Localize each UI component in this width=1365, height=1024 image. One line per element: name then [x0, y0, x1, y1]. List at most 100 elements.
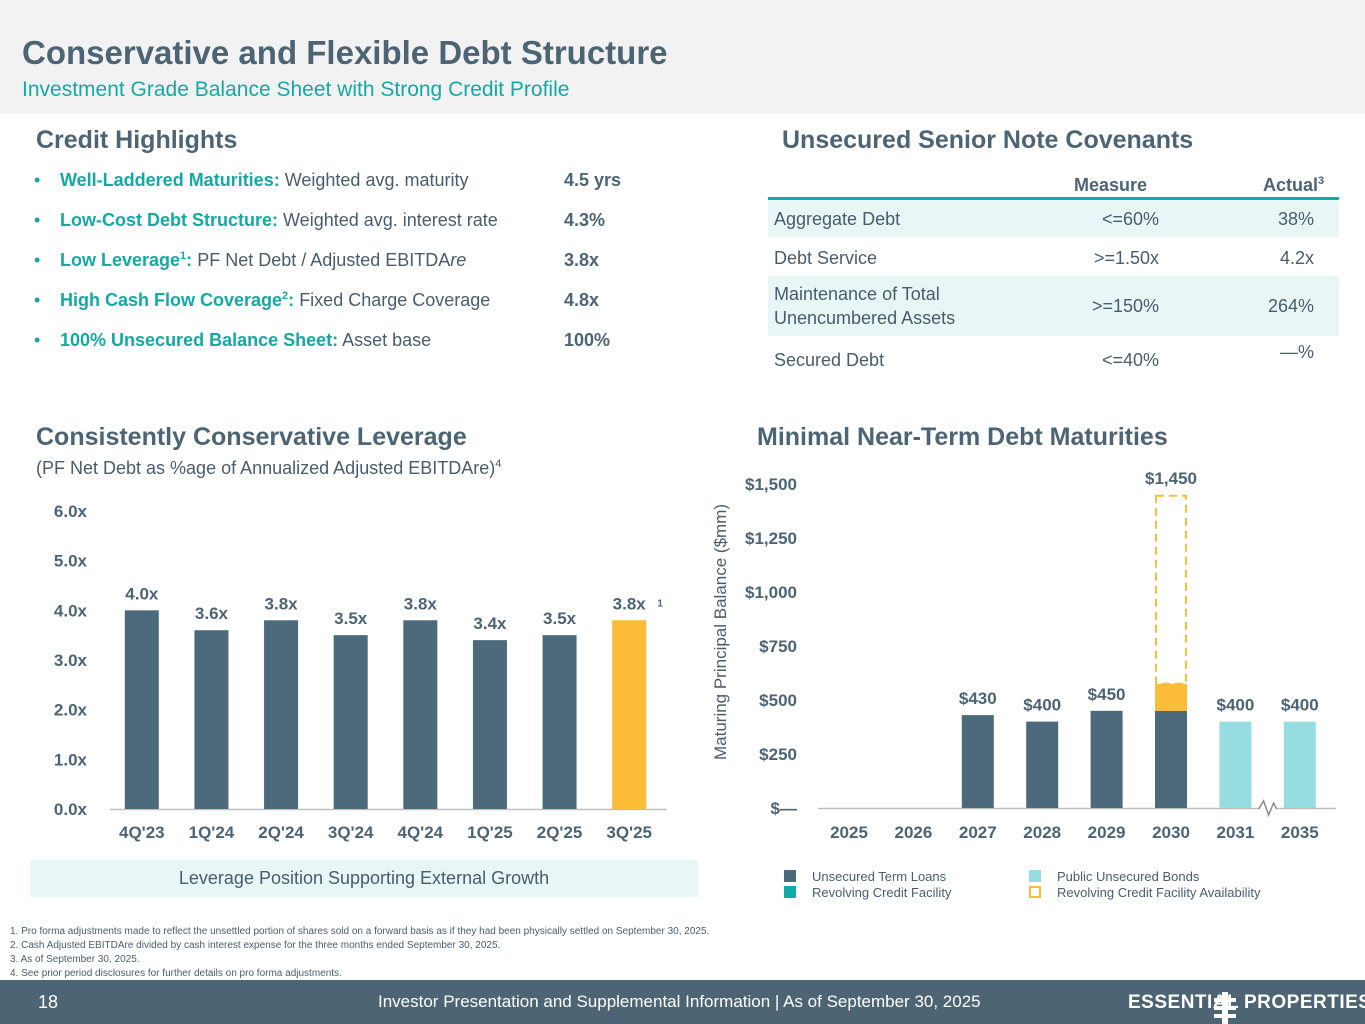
highlight-item: • Low Leverage1: PF Net Debt / Adjusted E… — [34, 250, 674, 274]
x-category-label: 3Q'25 — [606, 823, 652, 842]
y-tick-label: 5.0x — [54, 552, 88, 571]
bullet-icon: • — [34, 250, 41, 270]
highlight-item: • High Cash Flow Coverage2: Fixed Charge … — [34, 290, 674, 314]
footnote-line: 4. See prior period disclosures for furt… — [10, 968, 342, 979]
highlight-text: 100% Unsecured Balance Sheet: Asset base — [60, 330, 431, 351]
highlight-key: 100% Unsecured Balance Sheet: — [60, 330, 339, 350]
maturities-title: Minimal Near-Term Debt Maturities — [757, 423, 1168, 451]
y-tick-label: 3.0x — [54, 651, 88, 670]
covenant-measure: >=1.50x — [1093, 248, 1159, 268]
highlight-value: 100% — [564, 330, 611, 350]
leverage-subtitle: (PF Net Debt as %age of Annualized Adjus… — [36, 458, 502, 478]
x-category-label: 1Q'24 — [189, 823, 235, 842]
covenant-actual: 4.2x — [1279, 248, 1314, 268]
covenants-header-rule — [768, 197, 1339, 200]
leverage-bar — [264, 620, 299, 809]
x-category-label: 1Q'25 — [467, 823, 513, 842]
leverage-growth-note: Leverage Position Supporting External Gr… — [30, 860, 698, 897]
bullet-icon: • — [34, 170, 41, 190]
y-tick-label: 2.0x — [54, 701, 88, 720]
legend-label: Revolving Credit Facility — [812, 885, 952, 900]
highlight-desc: Weighted avg. interest rate — [283, 210, 498, 230]
footnote-line: 2. Cash Adjusted EBITDAre divided by cas… — [10, 940, 501, 951]
covenant-actual: 264% — [1267, 296, 1314, 316]
covenant-label: Secured Debt — [774, 350, 885, 370]
covenant-measure: <=60% — [1101, 208, 1159, 229]
covenant-measure: <=40% — [1101, 350, 1159, 370]
credit-highlights-title: Credit Highlights — [36, 126, 238, 154]
y-tick-label: 6.0x — [54, 502, 88, 521]
x-category-label: 2Q'24 — [258, 823, 304, 842]
highlight-value: 4.5 yrs — [564, 170, 622, 190]
highlight-desc: Fixed Charge Coverage — [299, 290, 491, 310]
legend-swatch — [1029, 870, 1041, 882]
footnote-ref: 1 — [180, 250, 187, 262]
logo-text-left: ESSENTIAL — [1128, 992, 1240, 1013]
highlight-item: • Low-Cost Debt Structure: Weighted avg. … — [34, 210, 674, 234]
footer-bar: 18 Investor Presentation and Supplementa… — [0, 980, 1365, 1024]
highlight-colon: : — [288, 290, 295, 310]
covenant-row: Secured Debt <=40% —% — [768, 340, 1339, 380]
leverage-footnote-ref: 1 — [657, 598, 663, 609]
leverage-title: Consistently Conservative Leverage — [36, 423, 467, 451]
highlight-item: • Well-Laddered Maturities: Weighted avg.… — [34, 170, 674, 194]
x-category-label: 3Q'24 — [328, 823, 374, 842]
footnote-line: 1. Pro forma adjustments made to reflect… — [10, 926, 710, 937]
leverage-bar — [124, 610, 159, 809]
y-tick-label: 0.0x — [54, 800, 88, 819]
highlight-value: 4.8x — [564, 290, 600, 310]
covenant-actual: 38% — [1277, 208, 1314, 229]
page-title: Conservative and Flexible Debt Structure — [22, 34, 668, 71]
footer-caption: Investor Presentation and Supplemental I… — [378, 992, 981, 1011]
covenants-col-actual: Actual3 — [1263, 175, 1325, 195]
logo-mark-icon — [1214, 992, 1236, 1024]
highlight-key: Well-Laddered Maturities: — [60, 170, 280, 190]
highlight-desc: Asset base — [342, 330, 432, 350]
covenant-label: Aggregate Debt — [774, 208, 901, 229]
covenant-label: Maintenance of Total Unencumbered Assets — [774, 282, 955, 330]
covenant-measure: >=150% — [1091, 296, 1159, 316]
header-band: Conservative and Flexible Debt Structure… — [0, 0, 1365, 114]
covenants-title: Unsecured Senior Note Covenants — [782, 126, 1194, 154]
highlight-key: Low Leverage — [60, 250, 181, 270]
covenant-label: Debt Service — [774, 248, 878, 268]
highlight-text: Low-Cost Debt Structure: Weighted avg. i… — [60, 210, 498, 231]
leverage-data-label: 3.8x — [613, 594, 647, 613]
bullet-icon: • — [34, 210, 41, 230]
covenants-col-measure: Measure — [1074, 175, 1148, 195]
page-subtitle: Investment Grade Balance Sheet with Stro… — [22, 78, 570, 101]
logo-text-right: PROPERTIES — [1244, 992, 1365, 1013]
footnote-ref: 2 — [282, 290, 289, 302]
leverage-data-label: 3.5x — [543, 609, 577, 628]
legend-label: Unsecured Term Loans — [812, 869, 947, 884]
leverage-data-label: 3.8x — [265, 594, 299, 613]
highlight-colon: : — [186, 250, 193, 270]
leverage-data-label: 3.8x — [404, 594, 438, 613]
highlight-key: High Cash Flow Coverage — [60, 290, 283, 310]
legend-label: Revolving Credit Facility Availability — [1057, 885, 1261, 900]
highlight-value: 3.8x — [564, 250, 600, 270]
highlight-key: Low-Cost Debt Structure: — [60, 210, 278, 230]
highlight-desc: Weighted avg. maturity — [284, 170, 469, 190]
highlight-text: Low Leverage1: PF Net Debt / Adjusted EB… — [60, 250, 466, 271]
leverage-bar — [333, 635, 368, 809]
highlight-value: 4.3% — [564, 210, 606, 230]
highlight-text: Well-Laddered Maturities: Weighted avg. … — [60, 170, 468, 191]
leverage-bar — [403, 620, 438, 809]
covenant-actual: —% — [1279, 342, 1314, 362]
leverage-bar — [472, 640, 507, 809]
covenant-row: Maintenance of Total Unencumbered Assets >… — [768, 276, 1339, 336]
highlight-item: • 100% Unsecured Balance Sheet: Asset bas… — [34, 330, 674, 354]
covenant-row: Aggregate Debt <=60% 38% — [768, 200, 1339, 237]
leverage-bar — [612, 620, 647, 809]
leverage-data-label: 3.6x — [195, 604, 229, 623]
x-category-label: 4Q'23 — [119, 823, 165, 842]
covenant-row: Debt Service >=1.50x 4.2x — [768, 240, 1339, 276]
y-tick-label: 4.0x — [54, 601, 88, 620]
bullet-icon: • — [34, 330, 41, 350]
footnote-line: 3. As of September 30, 2025. — [10, 954, 140, 965]
covenant-label-line: Maintenance of Total — [774, 284, 940, 304]
legend-swatch — [784, 870, 796, 882]
x-category-label: 4Q'24 — [397, 823, 443, 842]
